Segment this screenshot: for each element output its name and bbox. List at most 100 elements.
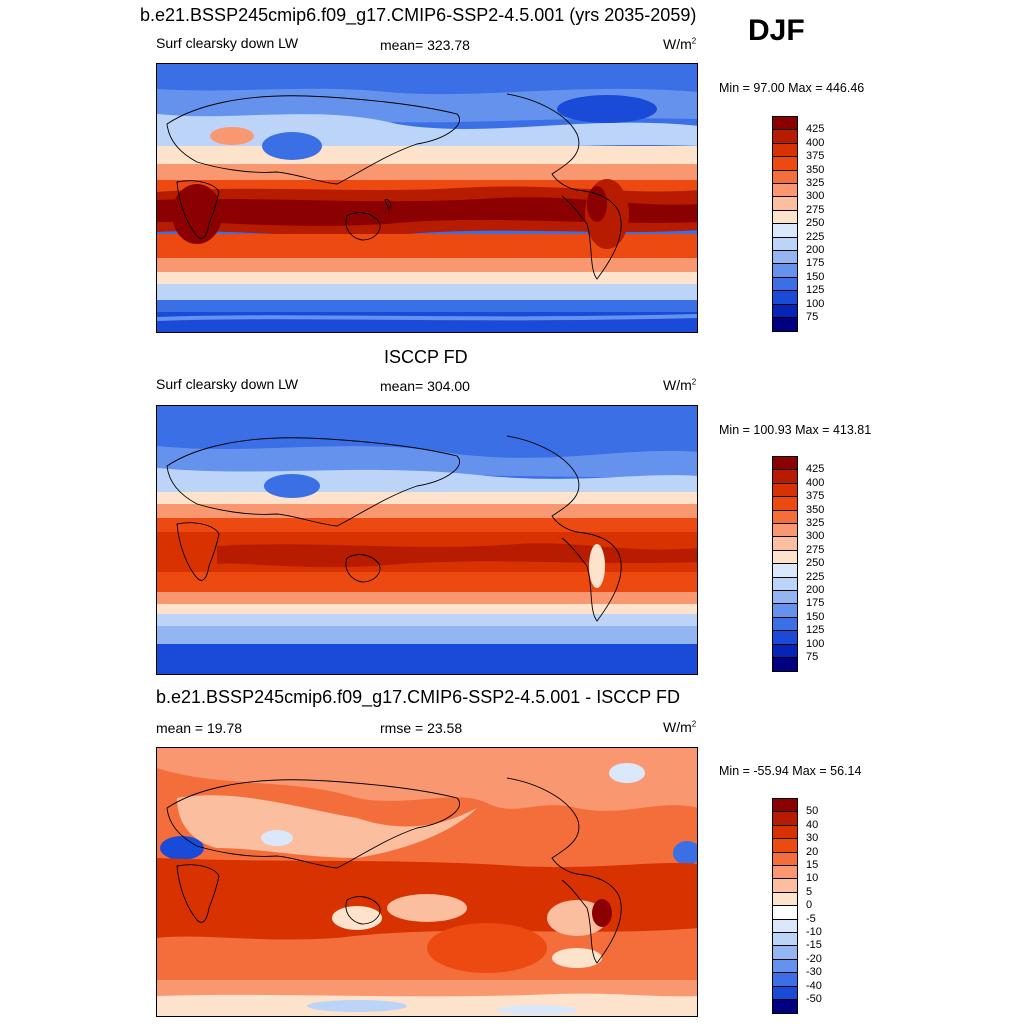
colorbar-tick-label: 225 <box>806 570 825 583</box>
colorbar-cell <box>772 129 798 144</box>
colorbar-tick-label: 275 <box>806 203 825 216</box>
colorbar-cell <box>772 563 798 578</box>
colorbar-cell <box>772 945 798 960</box>
colorbar-cell <box>772 456 798 471</box>
panel1-left-label: Surf clearsky down LW <box>156 35 299 51</box>
panel3-rmse-label: rmse = 23.58 <box>380 720 463 736</box>
panel1-colorbar: 425 400 375 350 325 300 275 250 225 200 175 150 125 1… <box>772 116 824 333</box>
colorbar-cell <box>772 183 798 198</box>
colorbar-tick-label: 300 <box>806 530 825 543</box>
colorbar-cell <box>772 798 798 813</box>
colorbar-cell <box>772 142 798 158</box>
colorbar-tick-label: 400 <box>806 476 825 489</box>
colorbar-tick-label: 100 <box>806 637 825 650</box>
colorbar-tick-label: 175 <box>806 597 825 610</box>
colorbar-cell <box>772 918 798 933</box>
colorbar-tick-label: 200 <box>806 244 825 256</box>
panel2-colorbar: 425 400 375 350 325 300 275 250 225 200 175 150 125 1… <box>772 456 824 673</box>
colorbar-tick-label: 275 <box>806 543 825 556</box>
colorbar-tick-label: 375 <box>806 490 825 503</box>
colorbar-tick-label: 150 <box>806 610 825 623</box>
colorbar-cell <box>772 905 798 920</box>
colorbar-tick-label: 400 <box>806 136 825 149</box>
colorbar-cell <box>772 576 798 591</box>
panel3-minmax: Min = -55.94 Max = 56.14 <box>719 764 862 778</box>
colorbar-cell <box>772 985 798 1000</box>
colorbar-tick-label: 350 <box>806 163 825 176</box>
colorbar-tick-label: -20 <box>806 952 822 965</box>
colorbar-cell <box>772 196 798 211</box>
colorbar-cell <box>772 496 798 511</box>
colorbar-cell <box>772 811 798 826</box>
panel1-minmax: Min = 97.00 Max = 446.46 <box>719 81 865 95</box>
colorbar-tick-label: 350 <box>806 503 825 516</box>
colorbar-cell <box>772 169 798 184</box>
colorbar-cell <box>772 523 798 538</box>
panel1-map-field <box>157 64 697 332</box>
colorbar-tick-label: 75 <box>806 311 819 323</box>
colorbar-tick-label: 250 <box>806 217 825 230</box>
panel3-units: W/m2 <box>663 719 697 735</box>
colorbar-tick-label: 100 <box>806 297 825 310</box>
colorbar-cell <box>772 865 798 880</box>
colorbar-cell <box>772 603 798 618</box>
colorbar-cell <box>772 263 798 278</box>
colorbar-cell <box>772 972 798 987</box>
panel2-minmax: Min = 100.93 Max = 413.81 <box>719 423 872 437</box>
panel2-mean-label: mean= 304.00 <box>380 378 470 394</box>
panel3-map-field <box>157 748 697 1016</box>
colorbar-cell <box>772 932 798 947</box>
colorbar-cell <box>772 630 798 645</box>
panel1-map <box>156 63 698 333</box>
colorbar-cell <box>772 536 798 551</box>
colorbar-cell <box>772 469 798 484</box>
colorbar-tick-label: 0 <box>806 899 813 912</box>
colorbar-cell <box>772 223 798 238</box>
colorbar-cell <box>772 878 798 893</box>
colorbar-tick-label: 425 <box>806 123 825 136</box>
colorbar-cell <box>772 290 798 305</box>
colorbar-cell <box>772 303 798 318</box>
panel2-map-field <box>157 406 697 674</box>
colorbar-cell <box>772 643 798 658</box>
panel2-title: ISCCP FD <box>384 347 468 367</box>
colorbar-tick-label: 125 <box>806 284 825 297</box>
panel2-left-label: Surf clearsky down LW <box>156 376 299 392</box>
colorbar-cell <box>772 590 798 605</box>
panel2-map <box>156 405 698 675</box>
panel2-units: W/m2 <box>663 377 697 393</box>
colorbar-tick-label: 125 <box>806 624 825 637</box>
colorbar-tick-label: -30 <box>806 966 822 979</box>
panel3-title: b.e21.BSSP245cmip6.f09_g17.CMIP6-SSP2-4.… <box>156 687 680 707</box>
colorbar-tick-label: -15 <box>806 939 822 952</box>
colorbar-tick-label: -5 <box>806 912 816 925</box>
panel1-title: b.e21.BSSP245cmip6.f09_g17.CMIP6-SSP2-4.… <box>140 5 697 25</box>
colorbar-tick-label: 225 <box>806 230 825 243</box>
colorbar-tick-label: 300 <box>806 190 825 203</box>
colorbar-tick-label: -10 <box>806 926 822 938</box>
colorbar-cell <box>772 891 798 907</box>
colorbar-tick-label: 250 <box>806 557 825 570</box>
colorbar-tick-label: -50 <box>806 993 822 1005</box>
colorbar-cell <box>772 509 798 524</box>
colorbar-cell <box>772 838 798 853</box>
panel3-mean-label: mean = 19.78 <box>156 720 243 736</box>
season-label: DJF <box>748 14 805 47</box>
colorbar-tick-label: 40 <box>806 818 819 831</box>
colorbar-cell <box>772 958 798 974</box>
colorbar-tick-label: 325 <box>806 177 825 189</box>
colorbar-tick-label: 375 <box>806 150 825 163</box>
colorbar-cell <box>772 236 798 251</box>
colorbar-cell <box>772 549 798 565</box>
colorbar-cell <box>772 824 798 840</box>
colorbar-tick-label: -40 <box>806 979 822 992</box>
colorbar-tick-label: 175 <box>806 257 825 270</box>
colorbar-tick-label: 75 <box>806 651 819 663</box>
panel3-colorbar: 50 40 30 20 15 10 5 0 -5 -10 -15 -20 -30 -40 -50 <box>772 798 822 1015</box>
colorbar-tick-label: 10 <box>806 872 819 885</box>
colorbar-cell <box>772 657 798 673</box>
colorbar-cell <box>772 276 798 292</box>
colorbar-tick-label: 200 <box>806 584 825 596</box>
panel3-map <box>156 747 698 1017</box>
colorbar-cell <box>772 317 798 333</box>
